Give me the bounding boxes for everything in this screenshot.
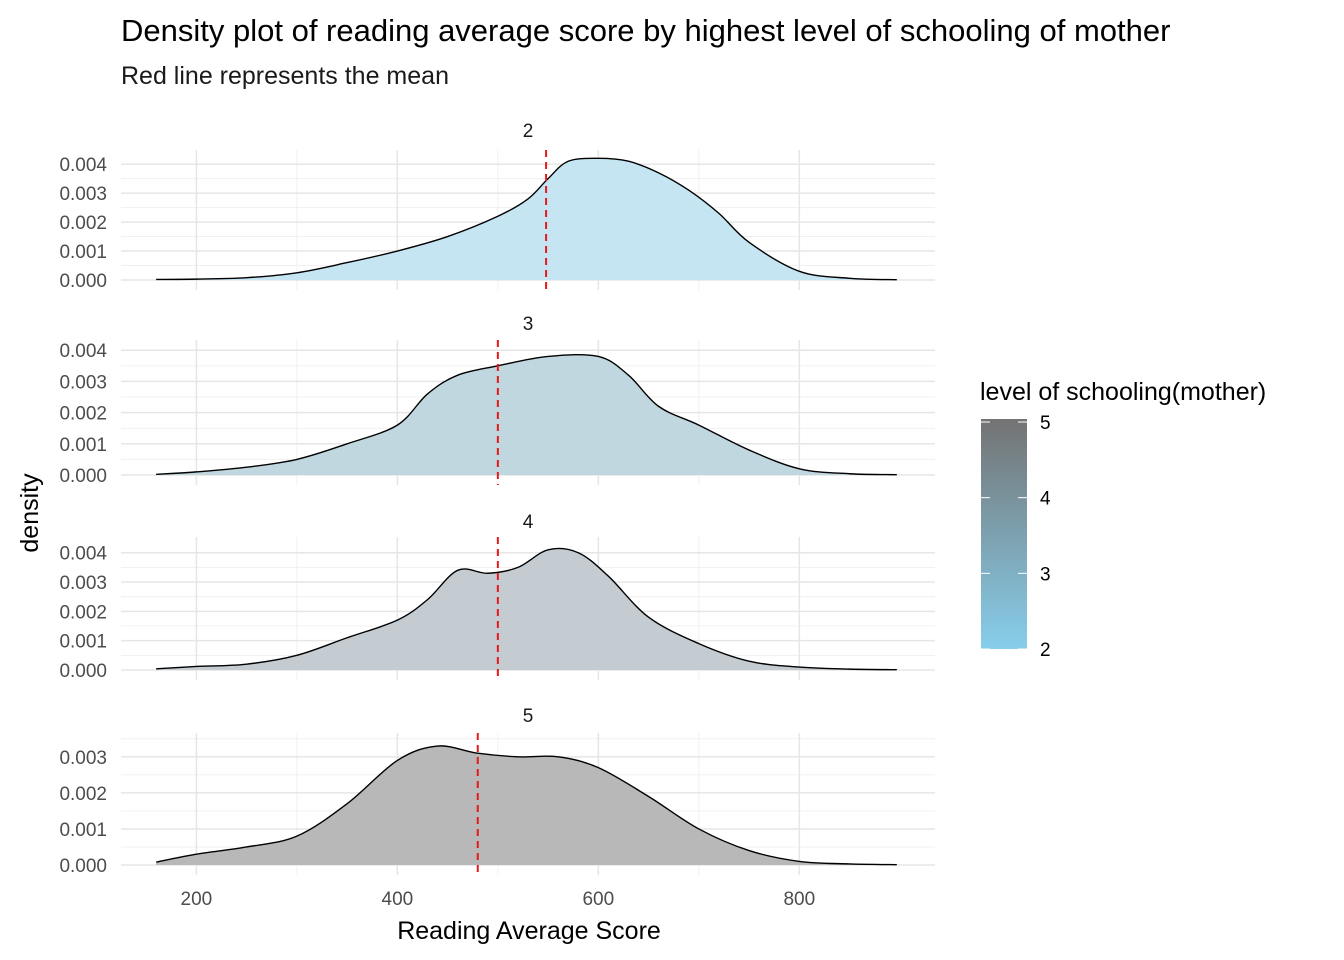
- facet-panels: 0.0000.0010.0020.0030.00420.0000.0010.00…: [59, 121, 935, 877]
- y-tick-label: 0.001: [59, 820, 107, 841]
- y-tick-label: 0.002: [59, 602, 107, 623]
- legend-title: level of schooling(mother): [980, 378, 1266, 406]
- y-tick-label: 0.001: [59, 435, 107, 456]
- y-tick-label: 0.004: [59, 341, 107, 362]
- facet-panel-2: 0.000 0.001 0.002 0.003 0.004 2: [59, 121, 935, 292]
- x-tick-label: 400: [382, 889, 414, 910]
- x-tick-label: 800: [783, 889, 815, 910]
- density-curve-3: [156, 353, 897, 476]
- facet-strip-label: 2: [523, 121, 534, 142]
- chart-title: Density plot of reading average score by…: [121, 13, 1170, 48]
- y-tick-label: 0.003: [59, 372, 107, 393]
- legend-tick-label: 4: [1040, 489, 1051, 510]
- x-tick-label: 200: [181, 889, 213, 910]
- y-tick-label: 0.004: [59, 544, 107, 565]
- facet-strip-label: 3: [523, 314, 534, 335]
- density-curve-4: [156, 547, 897, 671]
- facet-panel-3: 0.000 0.001 0.002 0.003 0.004 3: [59, 314, 935, 487]
- y-axis-title: density: [16, 473, 44, 553]
- x-axis: 200 400 600 800: [181, 889, 816, 910]
- y-tick-label: 0.000: [59, 856, 107, 877]
- y-tick-label: 0.003: [59, 748, 107, 769]
- facet-panel-4: 0.000 0.001 0.002 0.003 0.004 4: [59, 512, 935, 682]
- density-area-5: [156, 745, 897, 865]
- legend-tick-label: 3: [1040, 564, 1051, 585]
- y-tick-label: 0.003: [59, 573, 107, 594]
- chart-subtitle: Red line represents the mean: [121, 62, 449, 90]
- y-tick-label: 0.004: [59, 155, 107, 176]
- y-tick-label: 0.000: [59, 661, 107, 682]
- y-tick-label: 0.002: [59, 404, 107, 425]
- density-area-3: [156, 354, 897, 475]
- y-tick-label: 0.000: [59, 271, 107, 292]
- x-tick-label: 600: [582, 889, 614, 910]
- legend: level of schooling(mother) 5 4 3 2: [980, 378, 1266, 661]
- legend-colorbar: [981, 419, 1027, 649]
- y-tick-label: 0.000: [59, 466, 107, 487]
- density-curve-2: [156, 157, 897, 281]
- y-tick-label: 0.002: [59, 213, 107, 234]
- facet-panel-5: 0.000 0.001 0.002 0.003 5: [59, 706, 935, 877]
- y-tick-label: 0.001: [59, 632, 107, 653]
- legend-tick-label: 2: [1040, 640, 1051, 661]
- y-tick-label: 0.002: [59, 784, 107, 805]
- facet-strip-label: 5: [523, 706, 534, 727]
- density-curve-5: [156, 745, 897, 866]
- y-tick-label: 0.001: [59, 242, 107, 263]
- y-tick-label: 0.003: [59, 184, 107, 205]
- density-area-4: [156, 548, 897, 670]
- legend-tick-label: 5: [1040, 413, 1051, 434]
- x-axis-title: Reading Average Score: [397, 917, 661, 945]
- facet-strip-label: 4: [523, 512, 534, 533]
- density-area-2: [156, 158, 897, 280]
